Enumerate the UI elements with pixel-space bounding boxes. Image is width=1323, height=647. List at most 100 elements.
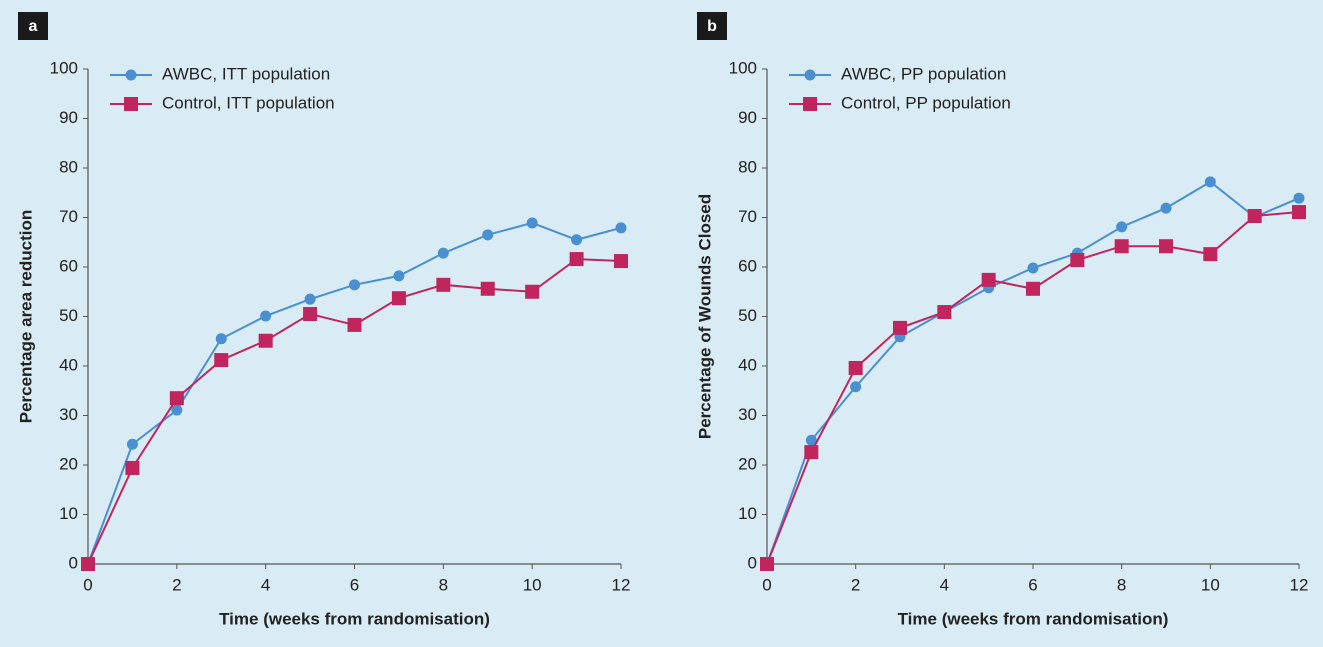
- marker: [848, 360, 863, 375]
- y-tick-label: 0: [748, 553, 757, 572]
- x-tick-label: 0: [83, 575, 92, 594]
- y-tick-label: 10: [738, 504, 757, 523]
- legend-label: AWBC, PP population: [841, 64, 1006, 83]
- marker: [1293, 192, 1305, 204]
- marker: [169, 391, 184, 406]
- y-tick-label: 80: [59, 157, 78, 176]
- x-tick-label: 0: [762, 575, 771, 594]
- panel-badge: [697, 12, 727, 40]
- marker: [614, 254, 628, 269]
- marker: [215, 333, 227, 345]
- series-line: [87, 258, 622, 565]
- marker: [1247, 209, 1262, 224]
- marker: [1204, 176, 1216, 188]
- y-tick-label: 80: [738, 157, 757, 176]
- marker: [81, 557, 95, 571]
- marker: [125, 460, 140, 475]
- y-tick-label: 70: [738, 207, 757, 226]
- y-tick-label: 50: [738, 306, 757, 325]
- y-tick-label: 30: [59, 405, 78, 424]
- marker: [214, 353, 229, 368]
- marker: [437, 247, 449, 259]
- y-tick-label: 40: [738, 355, 757, 374]
- marker: [893, 320, 907, 335]
- x-tick-label: 10: [523, 575, 542, 594]
- marker: [981, 272, 996, 287]
- legend-marker: [803, 97, 817, 111]
- marker: [1027, 262, 1039, 274]
- x-tick-label: 2: [851, 575, 860, 594]
- legend-label: Control, PP population: [841, 93, 1011, 112]
- x-tick-label: 10: [1201, 575, 1220, 594]
- marker: [126, 438, 138, 450]
- y-axis-label: Percentage of Wounds Closed: [695, 194, 714, 439]
- series-line: [87, 221, 622, 565]
- y-tick-label: 100: [50, 58, 78, 77]
- marker: [937, 305, 952, 320]
- y-axis-label: Percentage area reduction: [16, 210, 35, 424]
- panel-label: a: [29, 18, 38, 35]
- marker: [569, 252, 584, 267]
- y-tick-label: 70: [59, 207, 78, 226]
- legend-marker: [125, 69, 137, 81]
- legend-marker: [124, 97, 138, 111]
- marker: [526, 217, 538, 229]
- marker: [525, 284, 540, 299]
- y-tick-label: 90: [738, 108, 757, 127]
- y-tick-label: 100: [729, 58, 757, 77]
- x-axis-label: Time (weeks from randomisation): [898, 609, 1169, 628]
- marker: [1070, 253, 1085, 268]
- marker: [805, 434, 817, 446]
- x-tick-label: 2: [172, 575, 181, 594]
- legend-marker: [804, 69, 816, 81]
- marker: [391, 291, 406, 306]
- legend-label: AWBC, ITT population: [162, 64, 330, 83]
- marker: [615, 222, 627, 234]
- marker: [303, 307, 318, 322]
- series-line: [766, 180, 1300, 565]
- x-tick-label: 6: [1028, 575, 1037, 594]
- y-tick-label: 0: [69, 553, 78, 572]
- marker: [480, 281, 495, 296]
- panel-label: b: [707, 18, 717, 35]
- marker: [171, 404, 183, 416]
- legend-label: Control, ITT population: [162, 93, 335, 112]
- marker: [1114, 239, 1129, 254]
- y-tick-label: 10: [59, 504, 78, 523]
- marker: [1026, 281, 1040, 296]
- x-tick-label: 12: [1290, 575, 1309, 594]
- y-tick-label: 30: [738, 405, 757, 424]
- y-tick-label: 60: [59, 256, 78, 275]
- x-axis-label: Time (weeks from randomisation): [219, 609, 490, 628]
- y-tick-label: 40: [59, 355, 78, 374]
- marker: [1116, 221, 1128, 233]
- x-tick-label: 4: [940, 575, 949, 594]
- marker: [393, 270, 405, 282]
- marker: [260, 310, 272, 322]
- marker: [760, 557, 774, 571]
- x-tick-label: 6: [350, 575, 359, 594]
- marker: [304, 293, 316, 305]
- y-tick-label: 20: [59, 454, 78, 473]
- y-tick-label: 60: [738, 256, 757, 275]
- marker: [1203, 247, 1218, 262]
- panel-badge: [18, 12, 48, 40]
- marker: [258, 333, 273, 348]
- x-tick-label: 8: [439, 575, 448, 594]
- x-tick-label: 8: [1117, 575, 1126, 594]
- marker: [1160, 202, 1172, 214]
- marker: [804, 445, 819, 460]
- marker: [436, 277, 451, 292]
- marker: [571, 234, 583, 246]
- marker: [1159, 239, 1173, 254]
- x-tick-label: 12: [612, 575, 631, 594]
- y-tick-label: 20: [738, 454, 757, 473]
- marker: [347, 317, 362, 332]
- x-tick-label: 4: [261, 575, 270, 594]
- marker: [349, 279, 360, 291]
- marker: [482, 229, 494, 241]
- marker: [1292, 205, 1306, 220]
- marker: [850, 381, 862, 393]
